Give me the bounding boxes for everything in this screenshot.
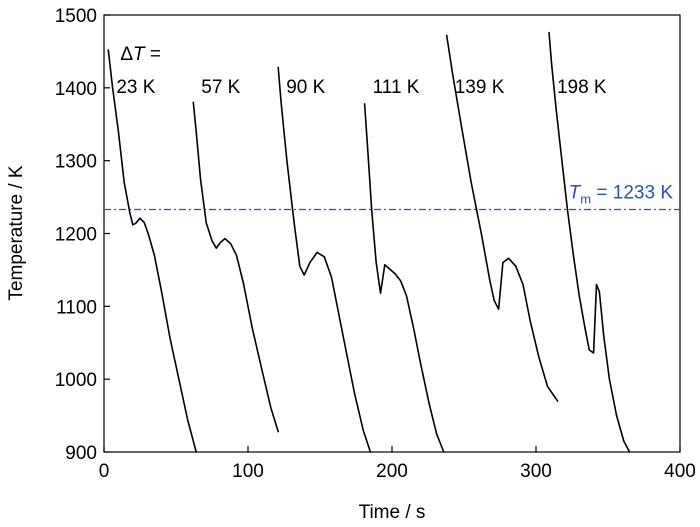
series-label-2: 57 K	[201, 77, 240, 98]
delta-t-label: ΔT =	[120, 44, 161, 65]
y-tick-label: 1500	[55, 6, 97, 27]
series-line-2	[192, 101, 280, 433]
series-label-4: 111 K	[373, 77, 420, 98]
ticks: 0 100 200 300 400 900 1000 1100 1200 1300 1400 1500	[55, 6, 696, 482]
series-line-1	[107, 49, 197, 453]
x-tick-label: 0	[99, 461, 110, 482]
reference-line-label: Tm = 1233 K	[569, 182, 674, 206]
series-labels: 23 K 57 K 90 K 111 K 139 K 198 K ΔT =	[116, 44, 607, 98]
y-tick-label: 1000	[55, 370, 97, 391]
series-label-3: 90 K	[286, 77, 325, 98]
x-tick-label: 100	[232, 461, 264, 482]
x-tick-label: 400	[664, 461, 696, 482]
reference-line-group: Tm = 1233 K	[104, 182, 680, 211]
y-tick-label: 1100	[56, 297, 97, 318]
series-label-1: 23 K	[116, 77, 155, 98]
series-line-6	[548, 31, 631, 453]
series-line-4	[363, 103, 445, 453]
x-tick-label: 200	[376, 461, 408, 482]
series-line-5	[445, 34, 559, 402]
x-tick-label: 300	[520, 461, 552, 482]
x-axis-title: Time / s	[359, 502, 426, 523]
y-tick-label: 1200	[55, 225, 97, 246]
series-group	[107, 31, 631, 453]
series-line-3	[277, 66, 372, 453]
y-tick-label: 1400	[55, 79, 97, 100]
series-label-5: 139 K	[455, 77, 505, 98]
series-label-6: 198 K	[557, 77, 607, 98]
y-tick-label: 900	[65, 443, 97, 464]
y-tick-label: 1300	[55, 152, 97, 173]
y-axis-title: Temperature / K	[6, 165, 27, 300]
